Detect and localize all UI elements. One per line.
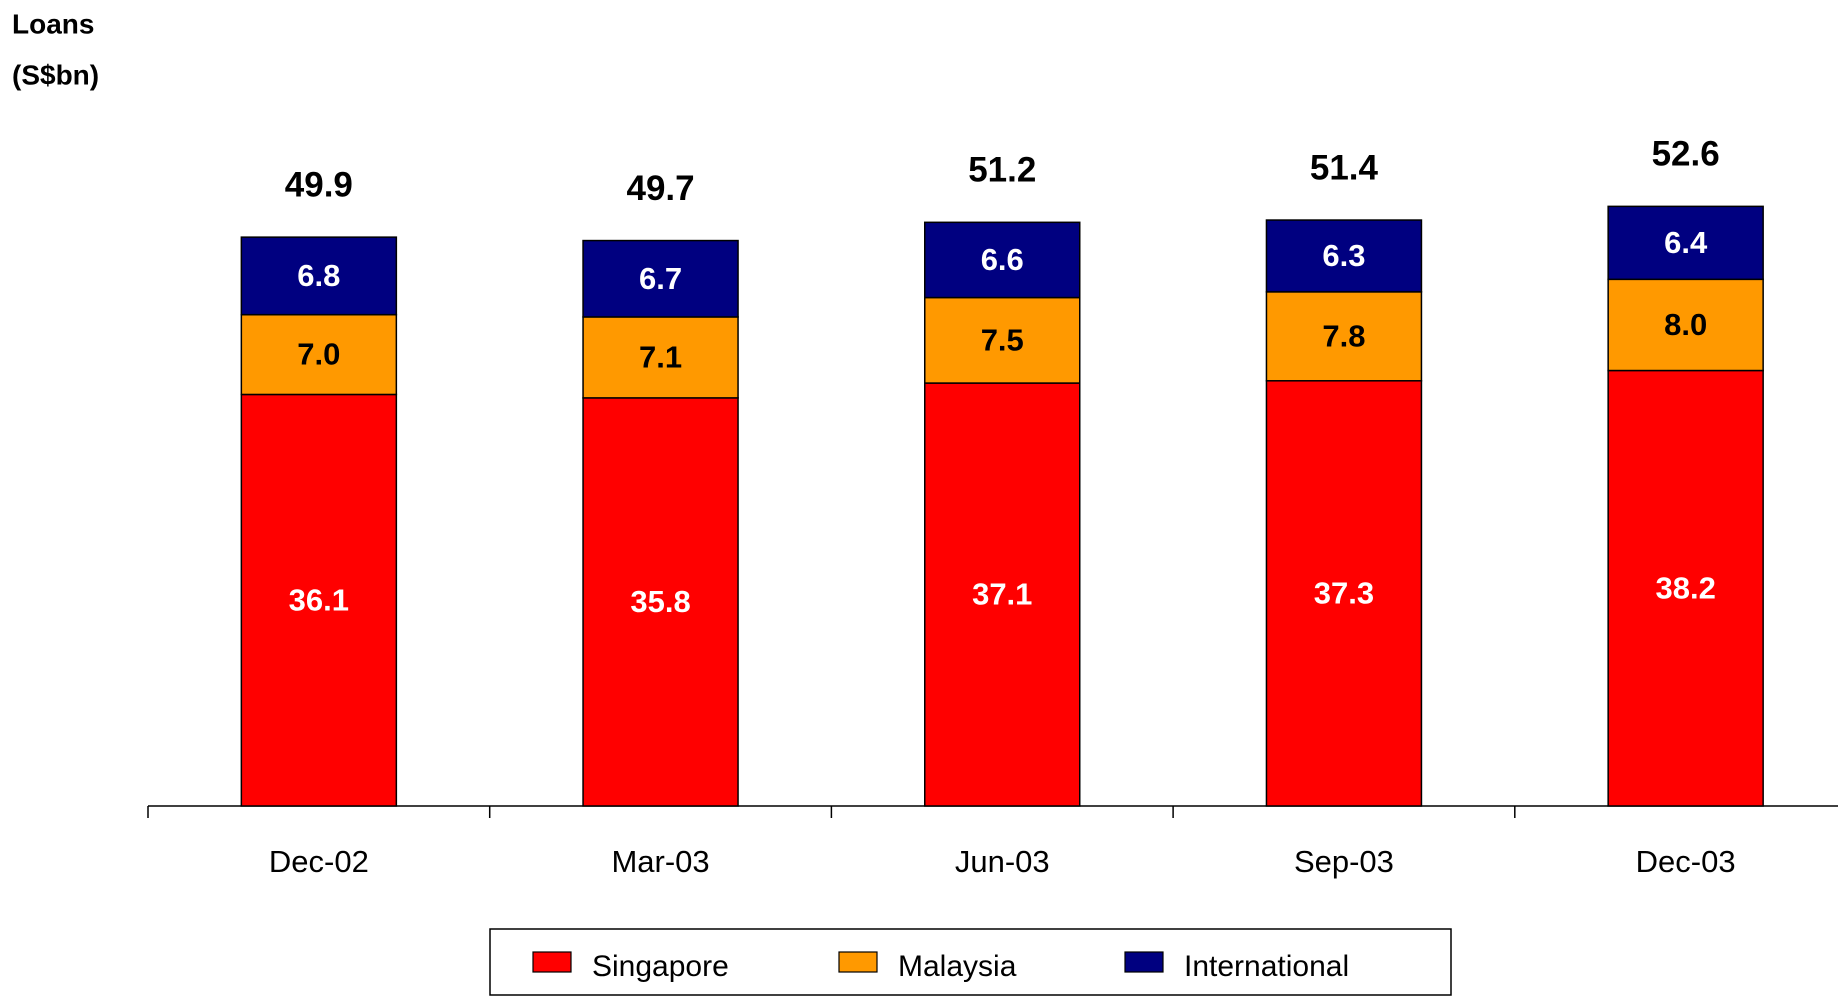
legend-swatch — [1124, 951, 1164, 973]
x-tick-label: Dec-02 — [269, 844, 369, 879]
bar-segment — [582, 397, 739, 807]
value-label: 8.0 — [1664, 307, 1707, 342]
total-label: 49.7 — [626, 169, 694, 208]
legend-swatch — [532, 951, 572, 973]
legend-label: Malaysia — [898, 950, 1017, 983]
x-tick-label: Sep-03 — [1294, 844, 1394, 879]
value-label: 35.8 — [630, 584, 690, 619]
total-label: 51.4 — [1310, 148, 1379, 187]
x-tick-label: Mar-03 — [611, 844, 709, 879]
value-label: 6.3 — [1322, 238, 1365, 273]
bar-segment — [1607, 205, 1764, 281]
value-label: 6.8 — [297, 258, 340, 293]
bar-segment — [1265, 219, 1423, 293]
bar-segment — [240, 393, 398, 807]
bar-segment — [924, 296, 1081, 384]
value-label: 7.1 — [639, 340, 682, 375]
bar-segment — [1265, 291, 1423, 382]
bar-segment — [924, 221, 1081, 299]
value-label: 37.1 — [972, 577, 1032, 612]
legend-label: International — [1184, 950, 1349, 983]
value-label: 6.4 — [1664, 225, 1708, 260]
legend-swatch — [838, 951, 878, 973]
bar-segment — [1265, 380, 1423, 807]
total-label: 52.6 — [1652, 135, 1720, 174]
total-label: 51.2 — [968, 151, 1036, 190]
value-label: 7.5 — [981, 322, 1024, 357]
value-label: 6.7 — [639, 261, 682, 296]
x-tick-label: Jun-03 — [955, 844, 1050, 879]
value-label: 38.2 — [1655, 570, 1715, 605]
chart-title: Loans — [12, 8, 94, 39]
bar-segment — [582, 316, 739, 399]
x-tick-label: Dec-03 — [1636, 844, 1736, 879]
value-label: 6.6 — [981, 242, 1024, 277]
value-label: 37.3 — [1314, 576, 1374, 611]
bar-segment — [240, 313, 398, 396]
value-label: 7.8 — [1322, 319, 1365, 354]
bar-segment — [1607, 369, 1764, 807]
bar-segment — [1607, 278, 1764, 372]
bar-segment — [924, 382, 1081, 807]
bar-segment — [582, 239, 739, 318]
value-label: 36.1 — [289, 582, 349, 617]
value-label: 7.0 — [297, 337, 340, 372]
total-label: 49.9 — [285, 165, 353, 204]
legend-label: Singapore — [592, 950, 729, 983]
chart-title: (S$bn) — [12, 59, 99, 90]
bar-segment — [240, 236, 398, 316]
legend-box — [489, 928, 1452, 996]
